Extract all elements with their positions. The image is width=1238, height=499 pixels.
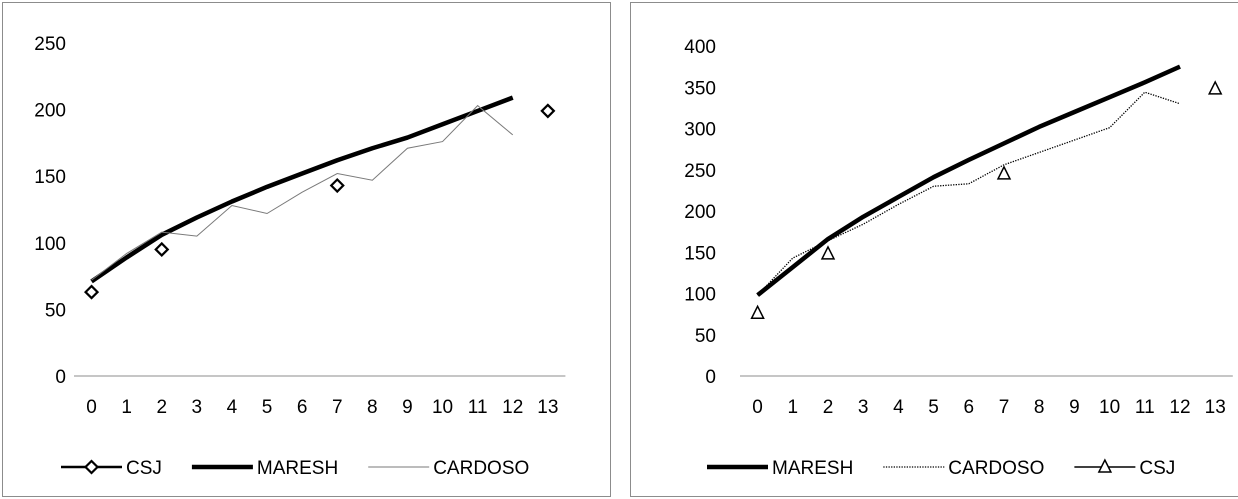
chart0-legend-label: CSJ (126, 458, 162, 479)
chart1-y-tick-label: 0 (705, 367, 716, 388)
chart1-x-tick-label: 8 (1034, 397, 1045, 418)
chart0-legend-label: MARESH (257, 458, 338, 479)
chart0-x-tick-label: 7 (332, 397, 343, 418)
chart1-x-tick-label: 3 (858, 397, 869, 418)
chart0-x-tick-label: 3 (192, 397, 203, 418)
chart1-x-tick-label: 6 (964, 397, 975, 418)
chart0-point-csj (86, 286, 98, 298)
chart1-x-tick-label: 10 (1099, 397, 1120, 418)
chart1-point-csj (822, 247, 834, 259)
chart0-line-maresh (92, 98, 513, 282)
chart0-x-tick-label: 4 (227, 397, 238, 418)
chart0-legend-label: CARDOSO (433, 458, 529, 479)
chart1-legend-swatch-marker (1099, 460, 1111, 472)
chart0-legend-item-maresh: MARESH (192, 458, 338, 479)
chart1-x-tick-label: 0 (752, 397, 763, 418)
chart0-series-csj (86, 105, 554, 298)
chart1-line-maresh (758, 67, 1180, 296)
chart1-y-tick-label: 100 (684, 285, 716, 306)
chart0-legend-swatch-marker (86, 461, 98, 473)
chart0-x-tick-label: 0 (86, 397, 97, 418)
chart1-y-tick-label: 300 (684, 120, 716, 141)
chart1-legend-item-csj: CSJ (1074, 458, 1175, 479)
chart1-legend: MARESH CARDOSO CSJ (707, 458, 1175, 479)
chart1-x-tick-label: 13 (1205, 397, 1226, 418)
chart0-line-cardoso (92, 106, 513, 280)
chart0-legend-item-csj: CSJ (61, 458, 162, 479)
chart1-x-tick-label: 7 (999, 397, 1010, 418)
chart0-x-tick-label: 8 (367, 397, 378, 418)
chart0-x-ticks: 0 1 2 3 4 5 6 7 8 9 10 11 12 13 (86, 397, 558, 418)
chart0-y-tick-label: 250 (34, 34, 66, 55)
chart0-x-tick-label: 6 (297, 397, 308, 418)
chart0-x-tick-label: 12 (502, 397, 523, 418)
chart1-y-tick-label: 400 (684, 37, 716, 58)
chart0-y-tick-label: 150 (34, 167, 66, 188)
chart1-x-tick-label: 11 (1135, 397, 1155, 418)
chart1-x-tick-label: 9 (1069, 397, 1080, 418)
chart0-x-tick-label: 11 (468, 397, 488, 418)
chart1-legend-label: CSJ (1139, 458, 1175, 479)
chart1-y-tick-label: 50 (695, 326, 716, 347)
chart1-x-tick-label: 2 (823, 397, 834, 418)
chart0-y-tick-label: 50 (45, 300, 66, 321)
chart0-legend-item-cardoso: CARDOSO (368, 458, 529, 479)
chart0-legend: CSJ MARESH CARDOSO (61, 458, 529, 479)
chart1-legend-label: CARDOSO (948, 458, 1044, 479)
chart1-y-ticks: 0 50 100 150 200 250 300 350 400 (684, 37, 716, 388)
chart-panel-right: 0 50 100 150 200 250 300 350 400 0 1 2 3 4 5 6 7 8 9 10 11 12… (630, 2, 1238, 497)
chart1-line-cardoso (758, 92, 1180, 295)
chart1-y-tick-label: 250 (684, 161, 716, 182)
chart1-x-tick-label: 12 (1169, 397, 1190, 418)
chart1-legend-item-maresh: MARESH (707, 458, 853, 479)
chart0-point-csj (331, 180, 343, 192)
chart1-x-tick-label: 1 (788, 397, 799, 418)
chart0-series-maresh (92, 98, 513, 282)
chart0-x-tick-label: 2 (156, 397, 167, 418)
chart0-y-ticks: 0 50 100 150 200 250 (34, 34, 66, 388)
chart0-x-tick-label: 10 (432, 397, 453, 418)
chart0-y-tick-label: 100 (34, 234, 66, 255)
chart1-series-maresh (758, 67, 1180, 296)
chart0-x-tick-label: 9 (402, 397, 413, 418)
chart1-y-tick-label: 350 (684, 78, 716, 99)
chart1-x-ticks: 0 1 2 3 4 5 6 7 8 9 10 11 12 13 (752, 397, 1225, 418)
chart0-x-tick-label: 13 (537, 397, 558, 418)
chart0-series-cardoso (92, 106, 513, 280)
chart1-legend-item-cardoso: CARDOSO (883, 458, 1044, 479)
chart0-x-tick-label: 5 (262, 397, 273, 418)
chart1-point-csj (752, 306, 764, 318)
chart1-legend-label: MARESH (772, 458, 853, 479)
chart1-point-csj (998, 167, 1010, 179)
chart-panel-left: 0 50 100 150 200 250 0 1 2 3 4 5 6 7 8 9 10 11 12 13 CSJ MARE… (2, 2, 611, 497)
chart0-y-tick-label: 200 (34, 101, 66, 122)
chart1-x-tick-label: 5 (928, 397, 939, 418)
chart1-series-cardoso (758, 92, 1180, 295)
chart1-y-tick-label: 150 (684, 243, 716, 264)
chart0-point-csj (542, 105, 554, 117)
chart1-y-tick-label: 200 (684, 202, 716, 223)
chart1-point-csj (1209, 82, 1221, 94)
chart0-y-tick-label: 0 (55, 367, 66, 388)
chart0-point-csj (156, 243, 168, 255)
chart1-series-csj (752, 82, 1222, 318)
chart1-x-tick-label: 4 (893, 397, 904, 418)
chart0-x-tick-label: 1 (121, 397, 132, 418)
